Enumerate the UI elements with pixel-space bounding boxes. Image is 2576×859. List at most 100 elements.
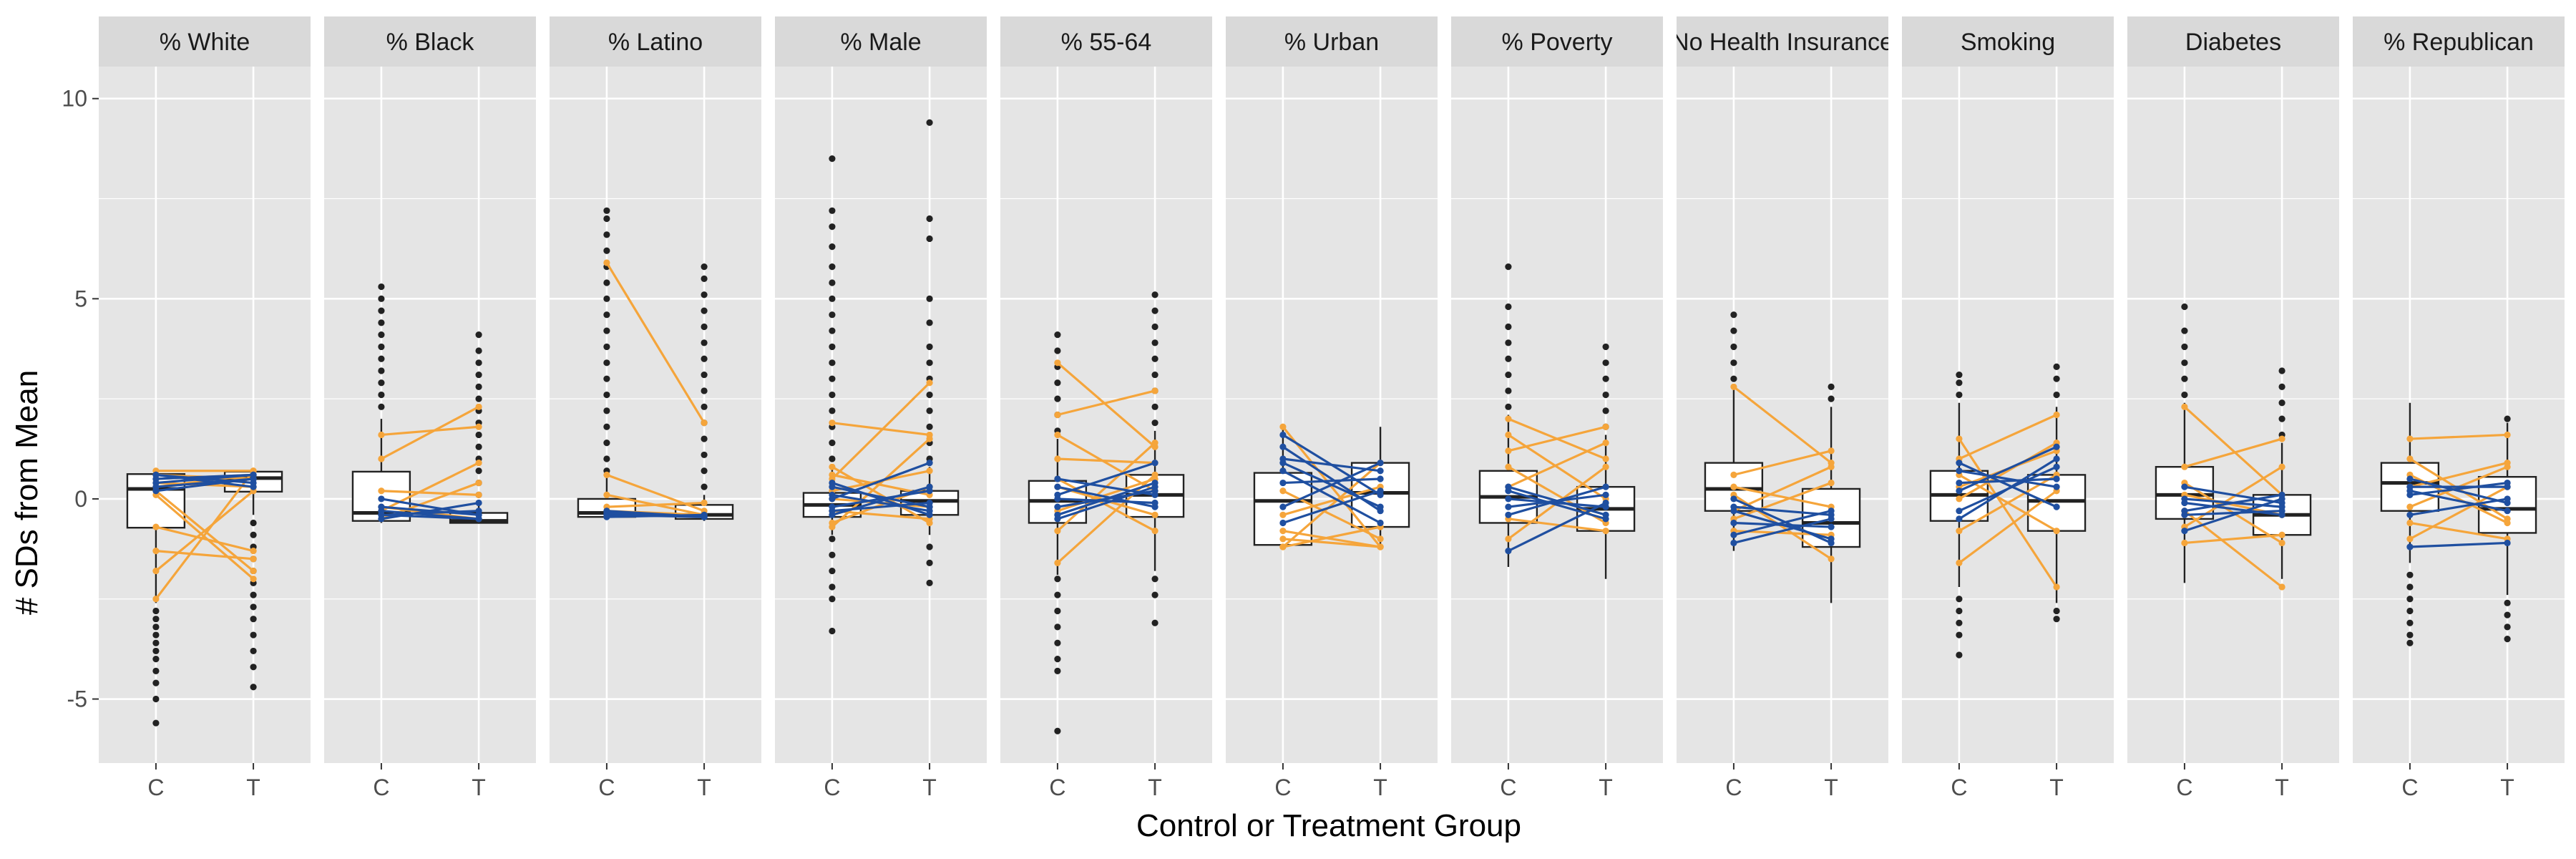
blue-pair-point-c xyxy=(1054,515,1061,523)
orange-pair-point-t xyxy=(250,567,257,575)
outlier-point xyxy=(250,603,257,611)
blue-pair-line xyxy=(2409,541,2508,548)
facet-strip-label: % Male xyxy=(840,29,921,56)
outlier-point xyxy=(1730,311,1737,319)
outlier-point xyxy=(829,295,836,302)
outlier-point xyxy=(1054,623,1061,631)
outlier-point xyxy=(2053,607,2060,615)
y-tick-label: 10 xyxy=(62,86,87,112)
blue-pair-point-c xyxy=(1505,495,1512,503)
blue-pair xyxy=(1054,495,1158,507)
outlier-point xyxy=(378,391,385,399)
orange-pair xyxy=(603,471,708,515)
x-tick-label: T xyxy=(1599,775,1613,800)
outlier-point xyxy=(926,343,933,351)
x-tick-label: T xyxy=(1373,775,1387,800)
orange-pair-point-c xyxy=(2181,539,2188,547)
blue-pair-point-t xyxy=(926,511,933,518)
outlier-point xyxy=(378,379,385,387)
orange-pair-point-t xyxy=(1828,479,1835,487)
outlier-point xyxy=(829,596,836,603)
facet-strip xyxy=(2127,16,2339,67)
facet-panel: % Latino C T xyxy=(550,16,761,800)
outlier-point xyxy=(829,627,836,635)
blue-pair-point-t xyxy=(1828,523,1835,530)
outlier-point xyxy=(1151,355,1158,362)
outlier-point xyxy=(2406,631,2414,639)
orange-pair-point-c xyxy=(2406,455,2414,462)
outlier-point xyxy=(701,435,708,442)
orange-pair-line xyxy=(1733,450,1832,476)
blue-pair-point-c xyxy=(603,508,610,515)
blue-pair-point-t xyxy=(475,515,482,523)
orange-pair-point-c xyxy=(1279,528,1287,535)
x-tick-label: C xyxy=(598,775,615,800)
outlier-point xyxy=(152,667,160,674)
facet-panel: % Urban C T xyxy=(1226,16,1438,800)
blue-pair-point-t xyxy=(1151,460,1158,467)
blue-pair-point-c xyxy=(2181,499,2188,507)
y-tick-label: 5 xyxy=(74,286,87,311)
outlier-point xyxy=(2406,583,2414,591)
blue-pair-point-t xyxy=(2504,539,2511,547)
outlier-point xyxy=(701,323,708,331)
orange-pair-line xyxy=(606,493,705,516)
outlier-point xyxy=(1054,727,1061,734)
orange-pair xyxy=(378,487,482,498)
blue-pair-point-c xyxy=(1730,503,1737,510)
blue-pair-point-t xyxy=(2504,483,2511,490)
blue-pair-point-t xyxy=(1828,539,1835,547)
orange-pair-point-c xyxy=(829,463,836,470)
orange-pair-line xyxy=(1057,477,1156,513)
outlier-point xyxy=(1505,371,1512,379)
outlier-point xyxy=(1730,375,1737,382)
outlier-point xyxy=(378,403,385,410)
x-tick-label: T xyxy=(922,775,937,800)
orange-pair-point-t xyxy=(1602,423,1609,430)
x-tick-label: T xyxy=(472,775,486,800)
orange-pair-line xyxy=(831,382,931,480)
orange-pair-point-t xyxy=(475,403,482,410)
outlier-point xyxy=(475,383,482,390)
blue-pair-point-c xyxy=(1054,495,1061,503)
outlier-point xyxy=(2278,383,2285,390)
orange-pair-line xyxy=(1057,457,1156,465)
blue-pair-point-t xyxy=(926,499,933,507)
orange-pair-line xyxy=(381,425,479,437)
facet-strip-label: % Urban xyxy=(1284,29,1379,56)
outlier-point xyxy=(1054,347,1061,354)
outlier-point xyxy=(152,647,160,655)
orange-pair-point-c xyxy=(152,596,160,603)
facet-plot-area xyxy=(99,67,311,763)
outlier-point xyxy=(475,431,482,439)
outlier-point xyxy=(475,331,482,339)
blue-pair xyxy=(1730,495,1835,547)
orange-pair-point-t xyxy=(1377,535,1384,543)
outlier-point xyxy=(603,455,610,462)
x-tick-label: T xyxy=(2275,775,2289,800)
orange-pair-point-t xyxy=(1602,528,1609,535)
blue-pair-line xyxy=(1958,462,2057,508)
outlier-point xyxy=(1602,391,1609,399)
facet-plot-area xyxy=(1677,67,1888,763)
orange-pair-line xyxy=(1732,386,1833,464)
outlier-point xyxy=(1956,371,1963,379)
orange-pair xyxy=(1279,535,1384,550)
x-tick-label: C xyxy=(2176,775,2192,800)
orange-pair-point-t xyxy=(1828,463,1835,470)
blue-pair-point-c xyxy=(2406,543,2414,550)
orange-pair-line xyxy=(1282,538,1381,548)
outlier-point xyxy=(926,579,933,586)
blue-pair-point-t xyxy=(2053,475,2060,482)
facet-plot-area xyxy=(1451,67,1663,763)
orange-pair-line xyxy=(1958,438,2058,588)
orange-pair-point-c xyxy=(829,471,836,478)
y-axis: -5 0 5 10 xyxy=(62,86,99,712)
blue-pair-point-t xyxy=(2504,495,2511,503)
outlier-point xyxy=(829,583,836,591)
blue-pair-line xyxy=(2409,498,2508,516)
orange-pair-line xyxy=(1282,485,1381,516)
facet-plot-area xyxy=(1226,67,1438,763)
blue-pair-point-t xyxy=(1377,467,1384,475)
blue-pair xyxy=(1054,483,1158,523)
